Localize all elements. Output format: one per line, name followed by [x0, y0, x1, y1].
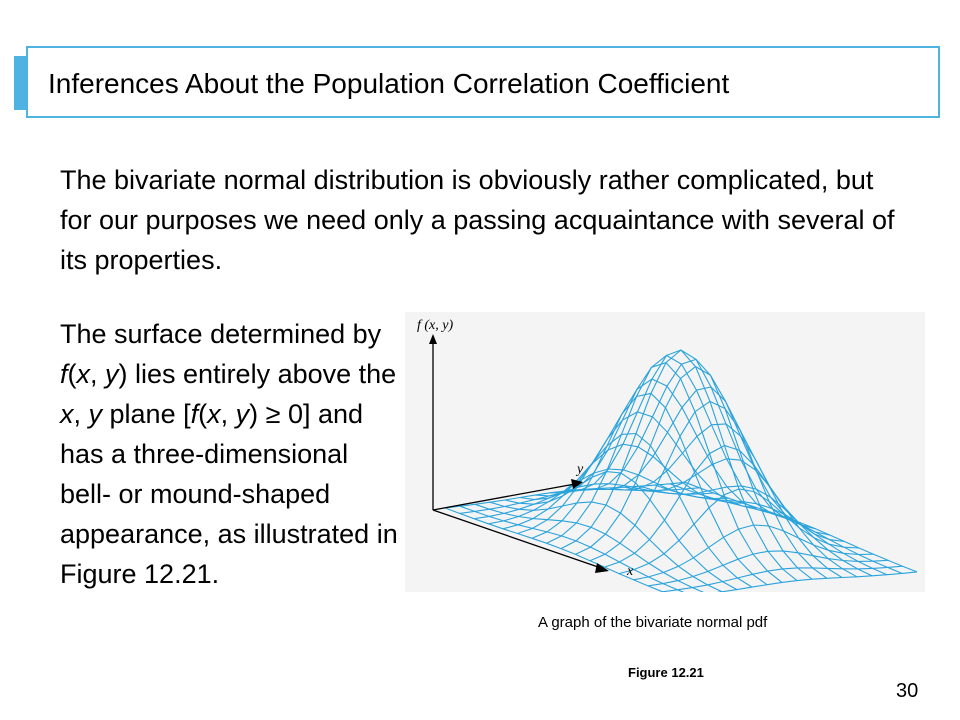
mesh-line	[474, 503, 708, 595]
mesh-line	[549, 361, 783, 583]
bivariate-surface-plot	[405, 312, 925, 599]
text-run: The surface determined by	[60, 319, 382, 349]
mesh-line	[624, 458, 858, 578]
y-axis-label: y	[577, 462, 584, 477]
mesh-line	[684, 481, 918, 573]
mesh-line	[639, 485, 873, 577]
y-axis-arrow	[571, 479, 583, 489]
y-axis-line	[432, 483, 576, 511]
x-axis-label: x	[627, 564, 634, 579]
z-axis-arrow	[429, 334, 437, 344]
text-run: ,	[220, 399, 236, 429]
mesh-line	[654, 484, 888, 576]
text-run: ) lies entirely above the	[118, 359, 397, 389]
x-axis-line	[432, 509, 602, 569]
axes	[429, 334, 609, 573]
text-run: plane [	[102, 399, 191, 429]
slide-title: Inferences About the Population Correlat…	[48, 68, 730, 99]
mesh-line	[564, 349, 798, 582]
math-f: f	[60, 359, 68, 389]
z-axis-label: f (x, y)	[417, 318, 454, 333]
mesh-line	[579, 358, 813, 580]
text-run: ,	[73, 399, 89, 429]
text-run: ,	[90, 359, 106, 389]
title-frame	[26, 46, 940, 118]
math-y: y	[88, 399, 103, 429]
page-number: 30	[896, 680, 919, 702]
math-x: x	[76, 359, 91, 389]
text-run: (	[198, 399, 208, 429]
surface-mesh	[444, 349, 918, 599]
math-y: y	[235, 399, 250, 429]
mesh-line	[459, 505, 693, 597]
math-f: f	[190, 399, 199, 429]
text-run: ) ≥ 0] and has a three-dimensional bell-…	[60, 399, 398, 589]
mesh-line	[594, 386, 828, 579]
math-y: y	[105, 359, 119, 389]
figure-background	[405, 312, 925, 592]
mesh-line	[489, 501, 723, 593]
mesh-line	[609, 423, 843, 578]
x-axis-arrow	[595, 563, 609, 573]
figure-caption: A graph of the bivariate normal pdf	[538, 614, 768, 631]
text-run: (	[67, 359, 77, 389]
math-x: x	[207, 399, 221, 429]
bivariate-normal-figure: f (x, y) y x	[405, 312, 925, 599]
figure-label: Figure 12.21	[628, 665, 704, 680]
mesh-line	[669, 483, 903, 574]
paragraph-intro: The bivariate normal distribution is obv…	[60, 165, 895, 275]
title-accent-bar	[14, 56, 26, 110]
paragraph-surface: The surface determined by f(x, y) lies e…	[60, 314, 405, 594]
mesh-line	[444, 507, 678, 599]
math-x: x	[60, 399, 74, 429]
